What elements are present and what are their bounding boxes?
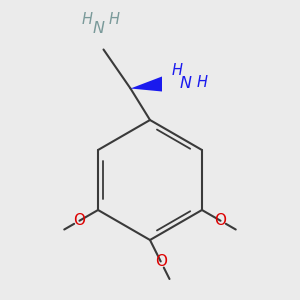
Text: H: H xyxy=(172,63,182,78)
Text: O: O xyxy=(74,213,86,228)
Text: H: H xyxy=(109,12,119,27)
Text: O: O xyxy=(214,213,226,228)
Text: O: O xyxy=(155,254,167,269)
Text: H: H xyxy=(196,75,208,90)
Text: N: N xyxy=(93,21,105,36)
Text: N: N xyxy=(180,76,192,92)
Polygon shape xyxy=(130,76,162,92)
Text: H: H xyxy=(82,12,92,27)
